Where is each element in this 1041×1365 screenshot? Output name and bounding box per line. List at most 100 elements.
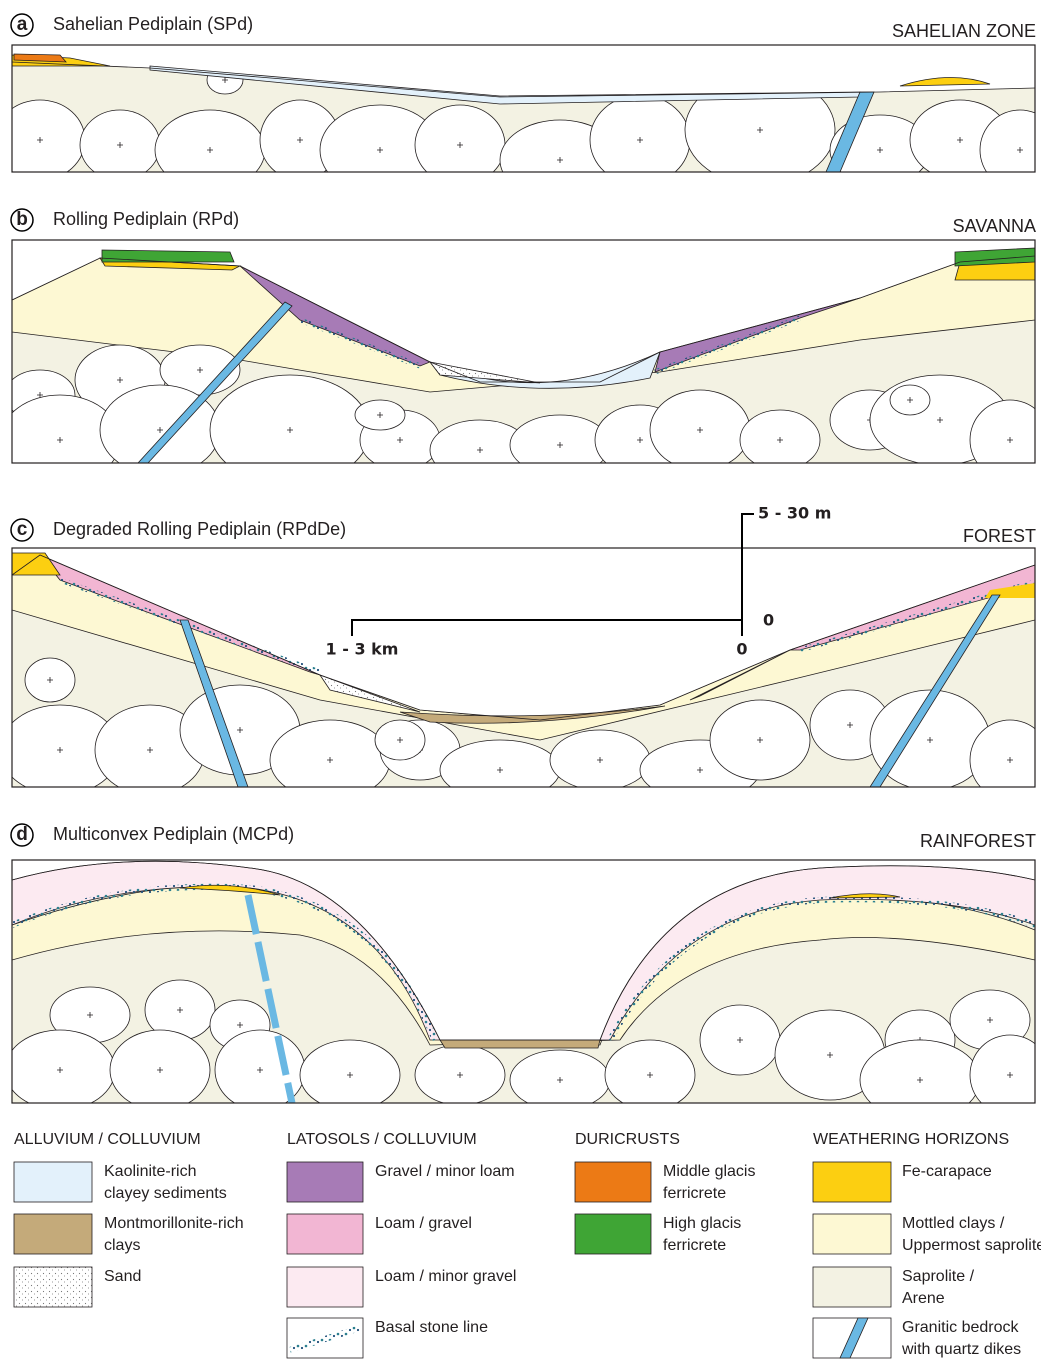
bedrock-boulder [739,409,821,463]
bedrock-cross [827,1052,833,1058]
legend-label: High glacis [663,1215,741,1232]
bedrock-cross [647,1072,653,1078]
panel-letter: b [16,209,28,230]
bedrock-cross [557,442,563,448]
bedrock-boulder [979,109,1035,172]
legend-label: clays [104,1237,140,1254]
bedrock-cross [157,427,163,433]
legend-label: Basal stone line [375,1319,488,1336]
bedrock-cross [207,147,213,153]
bedrock-cross [157,1067,163,1073]
panel-zone: SAHELIAN ZONE [892,21,1036,41]
legend-label: Loam / minor gravel [375,1268,516,1285]
bedrock-boulder [969,1034,1035,1103]
bedrock-cross [87,1012,93,1018]
bedrock-cross [117,142,123,148]
scale-vertical-zero: 0 [763,611,774,630]
bedrock-cross [297,137,303,143]
bedrock-cross [697,427,703,433]
legend-heading: LATOSOLS / COLLUVIUM [287,1131,477,1148]
bedrock-cross [757,737,763,743]
panel-title: Rolling Pediplain (RPd) [53,209,239,229]
bedrock-cross [777,437,783,443]
bedrock-cross [597,757,603,763]
scale-vertical: 5 - 30 m [758,504,831,523]
bedrock-cross [397,737,403,743]
panel-letter: c [17,519,28,540]
legend-label: Loam / gravel [375,1215,472,1232]
bedrock-cross [907,397,913,403]
bedrock-cross [237,727,243,733]
panel-zone: SAVANNA [953,216,1036,236]
bedrock-cross [557,1077,563,1083]
legend-label: Arene [902,1290,945,1307]
bedrock-boulder [109,1029,211,1103]
legend-label: ferricrete [663,1185,726,1202]
bedrock-cross [377,412,383,418]
panel-letter: d [16,824,28,845]
panel-d-section [12,860,1035,1103]
bedrock-cross [1017,147,1023,153]
legend-label: Montmorillonite-rich [104,1215,244,1232]
bedrock-cross [47,677,53,683]
bedrock-boulder [299,1039,401,1103]
bedrock-cross [57,437,63,443]
bedrock-cross [697,767,703,773]
panel-frame [11,859,1036,1104]
bedrock-cross [177,1007,183,1013]
bedrock-cross [327,757,333,763]
bedrock-cross [377,147,383,153]
bedrock-cross [957,137,963,143]
panel-letter: a [17,14,28,35]
bedrock-cross [637,437,643,443]
bedrock-cross [877,147,883,153]
legend-label: Granitic bedrock [902,1319,1019,1336]
bedrock-cross [347,1072,353,1078]
bedrock-cross [457,1072,463,1078]
legend-label: Fe-carapace [902,1163,992,1180]
panel-zone: RAINFOREST [920,831,1036,851]
legend-label: Mottled clays / [902,1215,1005,1232]
bedrock-cross [117,377,123,383]
legend-label: Saprolite / [902,1268,975,1285]
panel-letter-badge [10,823,34,847]
bedrock-cross [937,417,943,423]
panel-letter-badge [10,208,34,232]
panel-letter-badge [10,518,34,542]
panel-b-section [12,240,1035,463]
bedrock-cross [57,747,63,753]
bedrock-cross [1007,757,1013,763]
bedrock-boulder [969,399,1035,463]
bedrock-cross [477,447,483,453]
panel-a-section [12,45,1035,172]
bedrock-boulder [969,719,1035,787]
legend-heading: WEATHERING HORIZONS [813,1131,1009,1148]
panel-c-section [12,548,1035,787]
scale-horizontal: 1 - 3 km [326,640,399,659]
panel-frame [11,44,1036,173]
panel-frame [11,239,1036,464]
bedrock-cross [917,1077,923,1083]
scale-bar [351,513,754,636]
legend-swatches [13,1161,892,1359]
bedrock-cross [397,437,403,443]
legend-label: Sand [104,1268,141,1285]
bedrock-cross [287,427,293,433]
bedrock-cross [457,142,463,148]
legend-heading: DURICRUSTS [575,1131,680,1148]
bedrock-cross [257,1067,263,1073]
bedrock-cross [57,1067,63,1073]
bedrock-cross [222,77,228,83]
bedrock-cross [987,1017,993,1023]
legend-label: Kaolinite-rich [104,1163,196,1180]
legend-heading: ALLUVIUM / COLLUVIUM [14,1131,201,1148]
bedrock-cross [1007,437,1013,443]
panel-title: Degraded Rolling Pediplain (RPdDe) [53,519,346,539]
legend-label: Middle glacis [663,1163,755,1180]
bedrock-cross [927,737,933,743]
bedrock-boulder [604,1039,696,1103]
bedrock-cross [147,747,153,753]
bedrock-cross [757,127,763,133]
panel-frame [11,547,1036,788]
